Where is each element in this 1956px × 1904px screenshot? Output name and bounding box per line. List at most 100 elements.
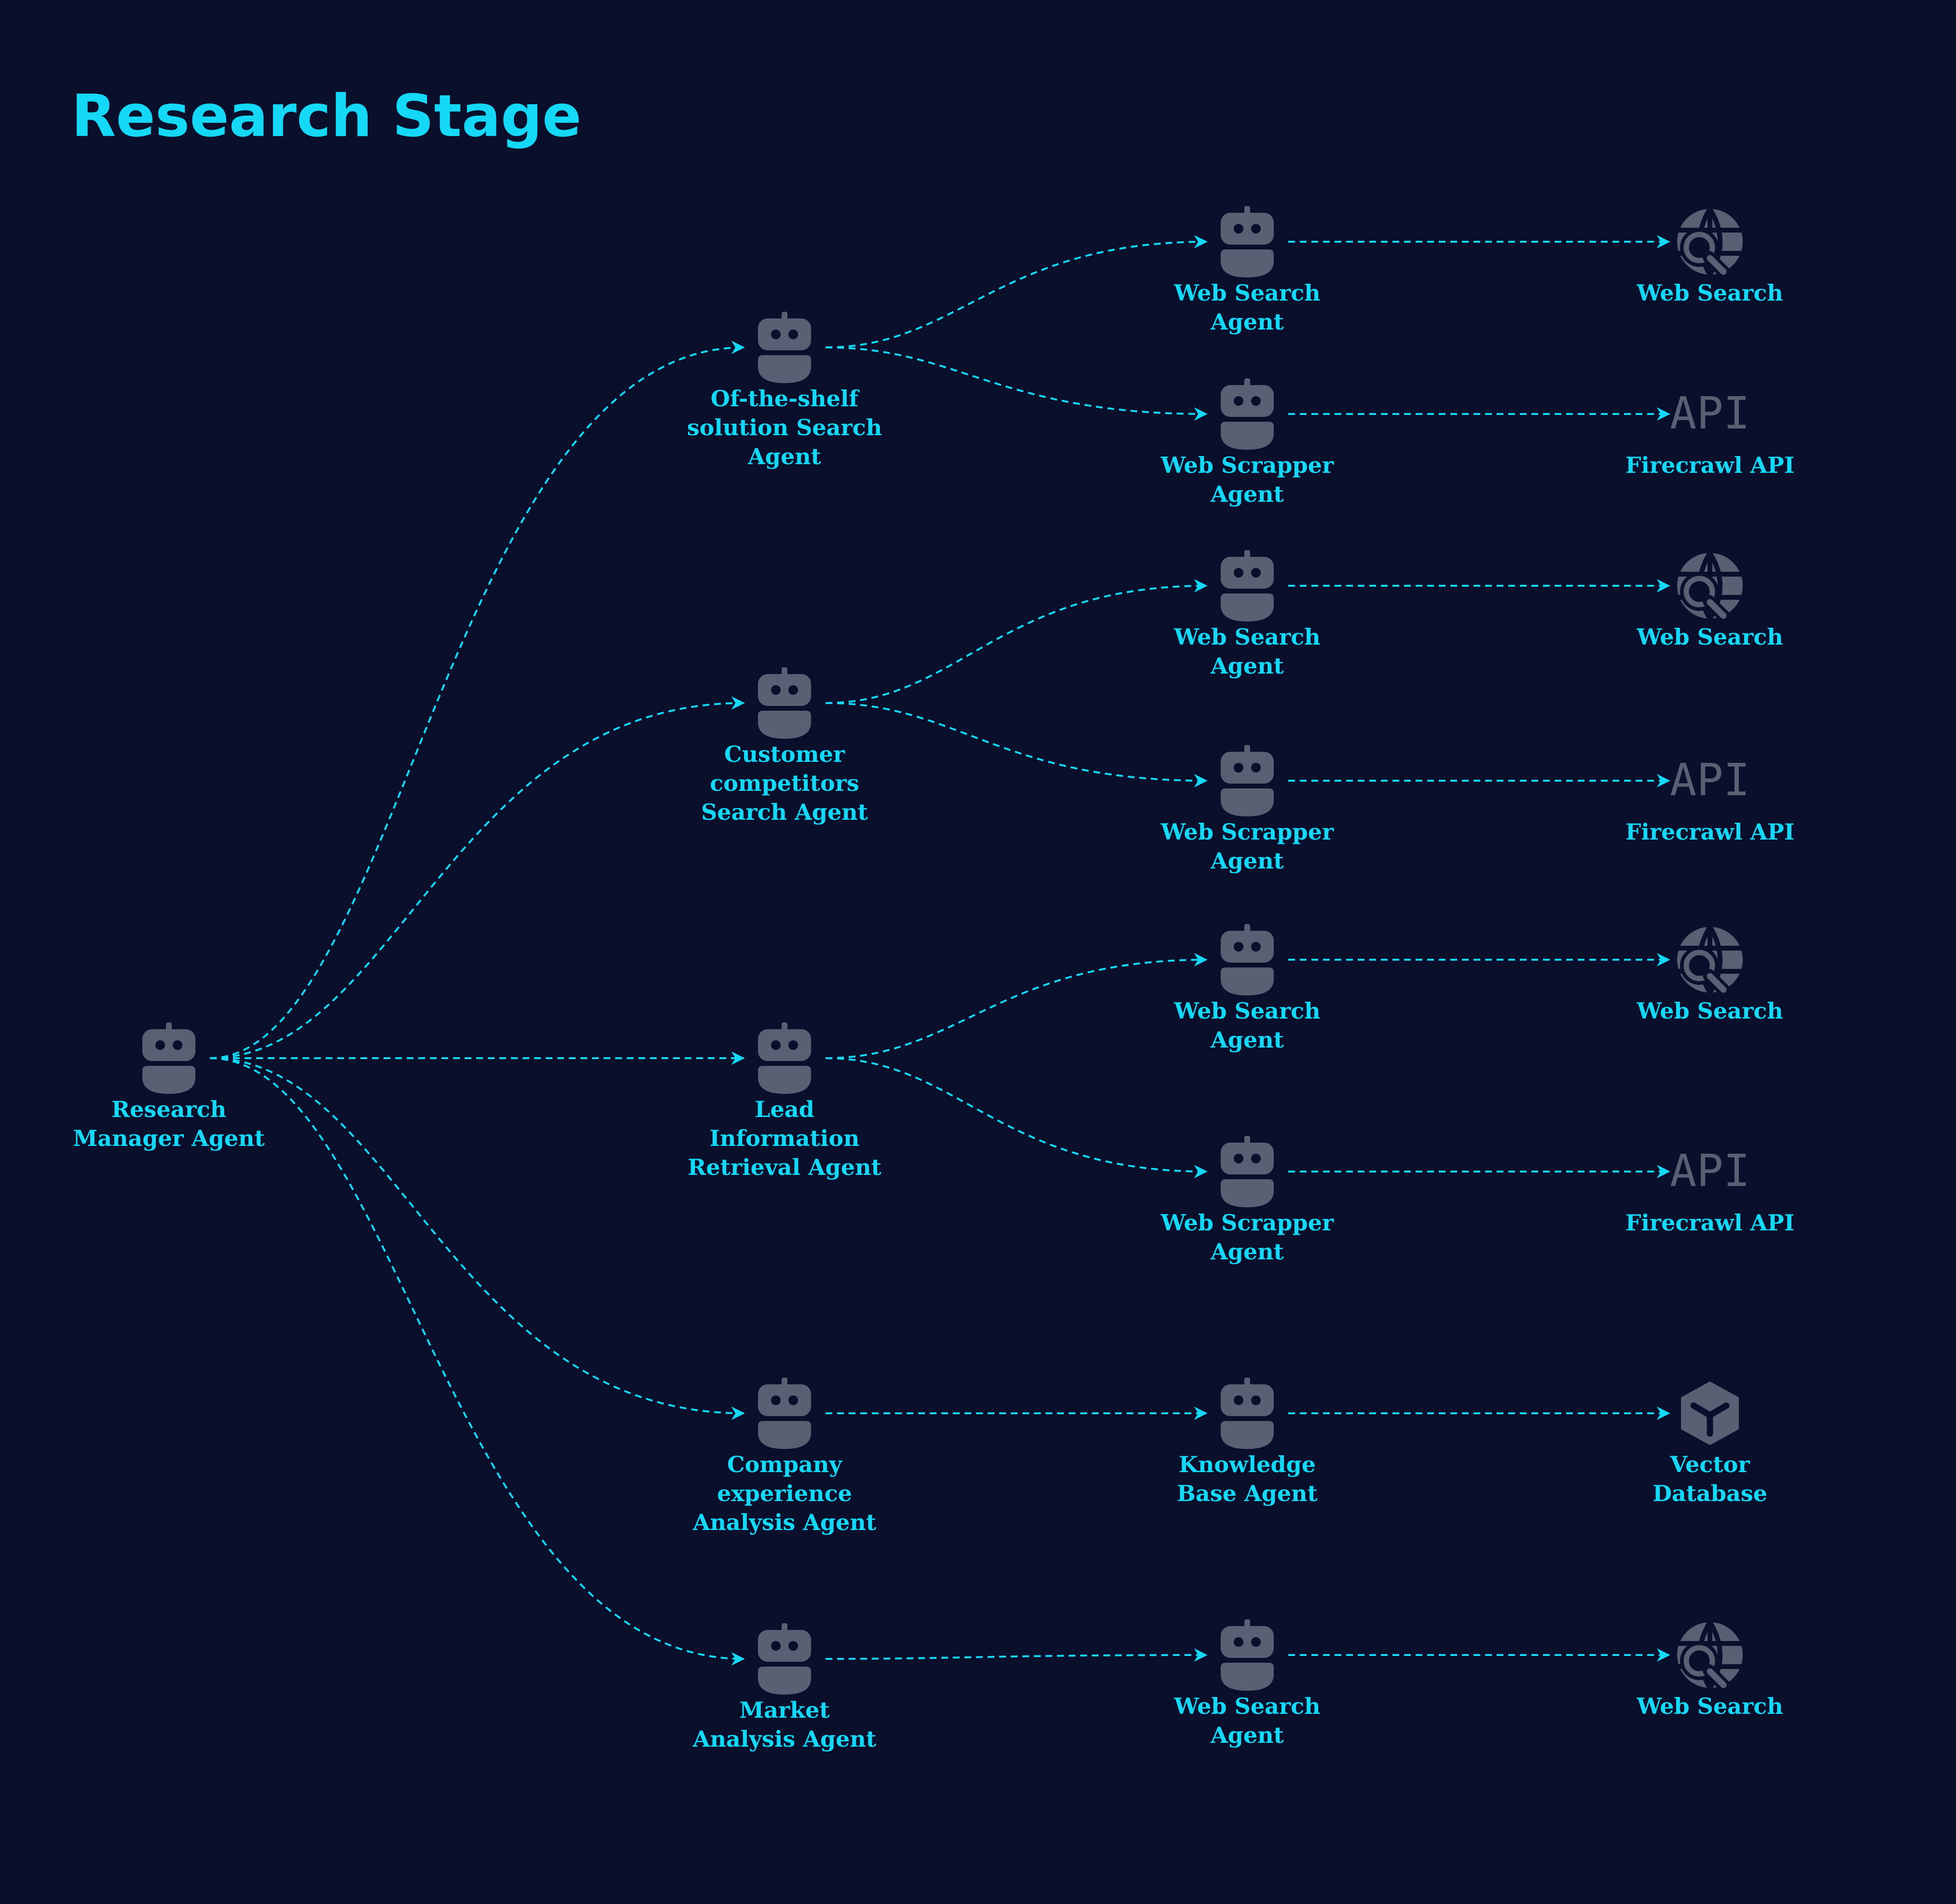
robot-icon — [1221, 745, 1274, 816]
node-label-line: Customer — [724, 741, 845, 767]
node-label: Vector Database — [1653, 1451, 1767, 1506]
robot-antenna — [1244, 1136, 1250, 1145]
robot-eye — [771, 1641, 781, 1651]
robot-eye — [1234, 1395, 1243, 1405]
magnifier-handle — [1707, 599, 1727, 619]
robot-head — [758, 1630, 811, 1662]
node-knowledge_base_agent: Knowledge Base Agent — [1177, 1378, 1318, 1506]
node-label-line: Information — [710, 1125, 860, 1151]
robot-antenna — [782, 1378, 787, 1386]
robot-head — [758, 318, 811, 350]
robot-eye — [771, 685, 781, 695]
magnifier-handle — [1707, 1668, 1727, 1688]
robot-icon — [142, 1022, 195, 1094]
robot-body — [1221, 422, 1274, 450]
api-icon: API — [1670, 1145, 1750, 1197]
robot-eye — [1251, 568, 1261, 578]
robot-antenna — [1244, 1378, 1250, 1386]
nodes-layer: Research Manager Agent Of-the-shelf solutio… — [73, 206, 1794, 1752]
robot-head — [1221, 931, 1274, 963]
node-web_scrapper_agent_2: Web Scrapper Agent — [1160, 745, 1334, 874]
node-label: Web Search Agent — [1173, 1693, 1320, 1748]
node-label: Web Scrapper Agent — [1160, 1210, 1334, 1265]
globe-search-icon — [1677, 207, 1743, 279]
robot-body — [142, 1066, 195, 1094]
cube-edges — [1690, 1402, 1730, 1437]
robot-icon — [758, 667, 811, 739]
robot-body — [758, 711, 811, 739]
robot-body — [1221, 593, 1274, 621]
robot-eye — [771, 1395, 781, 1405]
robot-eye — [155, 1040, 165, 1050]
node-label-line: Agent — [747, 443, 822, 469]
robot-eye — [1234, 942, 1243, 952]
node-label: Firecrawl API — [1625, 1210, 1795, 1236]
robot-icon — [1221, 1136, 1274, 1207]
edge-lead_info-to-web_search_agent_3 — [825, 953, 1208, 1059]
edge-research_manager-to-ots_search — [209, 341, 745, 1059]
robot-head — [1221, 213, 1274, 245]
edge-research_manager-to-market_analysis — [209, 1057, 745, 1666]
node-label-line: Agent — [1210, 309, 1284, 335]
robot-body — [758, 1066, 811, 1094]
node-web_scrapper_agent_3: Web Scrapper Agent — [1160, 1136, 1334, 1265]
api-icon-text: API — [1670, 754, 1750, 806]
node-label-line: Agent — [1210, 848, 1284, 874]
robot-icon — [758, 1378, 811, 1449]
robot-eye — [1234, 763, 1243, 773]
node-label-line: Web Search — [1636, 280, 1783, 306]
robot-head — [758, 1029, 811, 1061]
node-label: Firecrawl API — [1625, 452, 1795, 478]
robot-eye — [1234, 396, 1243, 406]
page-title: Research Stage — [71, 83, 581, 150]
robot-antenna — [1244, 206, 1250, 215]
node-label-line: Web Scrapper — [1160, 819, 1334, 845]
robot-body — [1221, 967, 1274, 995]
robot-antenna — [1244, 1619, 1250, 1628]
magnifier-handle — [1707, 255, 1727, 275]
node-web_search_agent_3: Web Search Agent — [1173, 924, 1321, 1053]
robot-icon — [1221, 1378, 1274, 1449]
node-label: Research Manager Agent — [73, 1096, 265, 1151]
node-company_experience: Company experience Analysis Agent — [692, 1378, 877, 1535]
magnifier-lens — [1683, 1645, 1715, 1677]
robot-icon — [1221, 378, 1274, 450]
node-label-line: competitors — [710, 770, 859, 796]
node-label-line: Web Scrapper — [1160, 452, 1334, 478]
robot-eye — [788, 1395, 798, 1405]
node-label-line: Web Search — [1636, 624, 1783, 650]
robot-antenna — [782, 312, 787, 320]
robot-head — [758, 1384, 811, 1416]
node-label: Web Search — [1636, 998, 1783, 1024]
robot-body — [758, 355, 811, 383]
node-label-line: Base Agent — [1177, 1480, 1318, 1506]
node-label: Web Search — [1636, 280, 1783, 306]
node-label: Company experience Analysis Agent — [692, 1451, 877, 1535]
magnifier-handle — [1707, 973, 1727, 993]
node-label: Firecrawl API — [1625, 819, 1795, 845]
edge-market_analysis-to-web_search_agent_4 — [825, 1648, 1208, 1662]
node-web_search_agent_4: Web Search Agent — [1173, 1619, 1321, 1748]
robot-icon — [758, 312, 811, 383]
node-label-line: Agent — [1210, 653, 1284, 679]
node-label-line: Web Search — [1173, 998, 1320, 1024]
cube-icon — [1681, 1381, 1739, 1445]
robot-eye — [771, 330, 781, 339]
api-icon-text: API — [1670, 1145, 1750, 1197]
node-web_search_agent_2: Web Search Agent — [1173, 550, 1321, 679]
api-icon-text: API — [1670, 387, 1750, 439]
magnifier-lens — [1683, 576, 1715, 607]
node-label-line: Manager Agent — [73, 1125, 265, 1151]
robot-eye — [1251, 763, 1261, 773]
robot-eye — [1234, 1154, 1243, 1163]
robot-body — [1221, 249, 1274, 277]
node-label-line: Firecrawl API — [1625, 819, 1795, 845]
node-label-line: Analysis Agent — [692, 1726, 877, 1752]
node-label: Lead Information Retrieval Agent — [688, 1096, 882, 1180]
node-vector_database: Vector Database — [1653, 1381, 1767, 1506]
node-label: Web Search Agent — [1173, 280, 1320, 335]
node-label-line: Firecrawl API — [1625, 452, 1795, 478]
node-label: Web Search — [1636, 1693, 1783, 1719]
